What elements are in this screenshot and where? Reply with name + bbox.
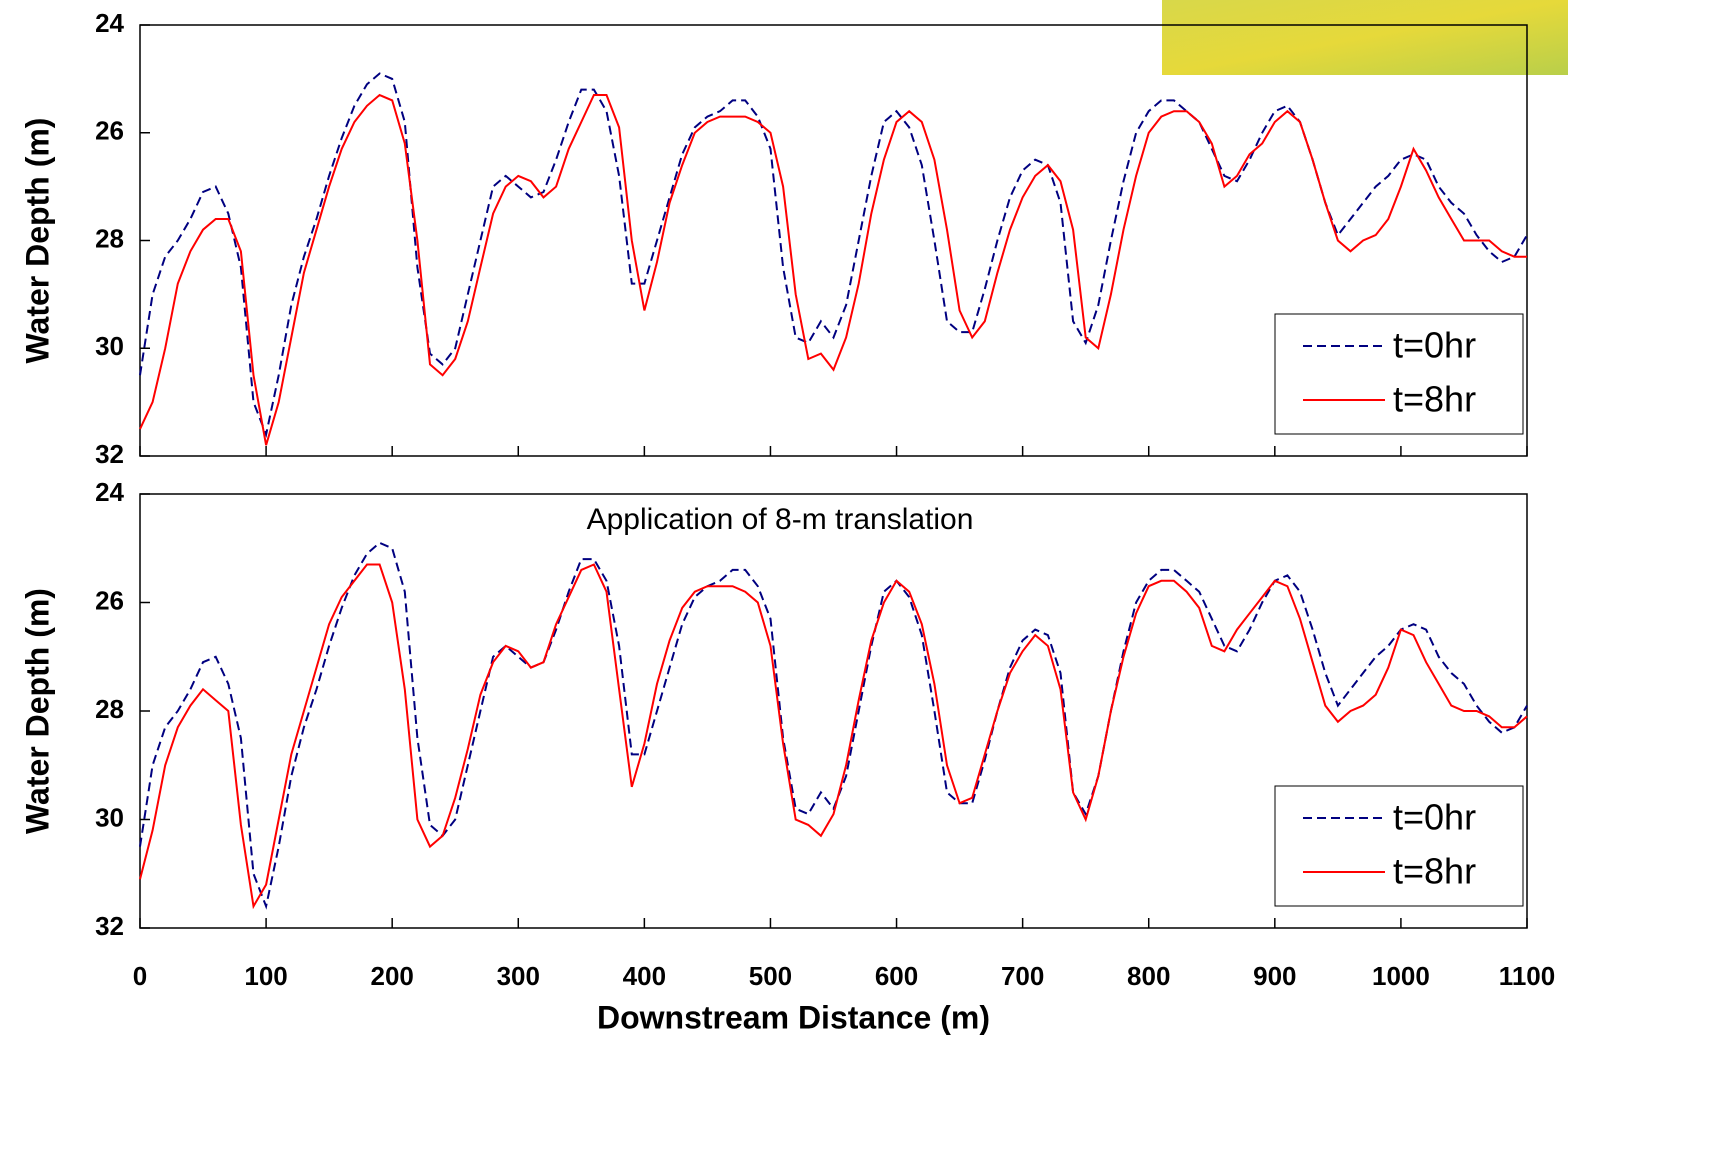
x-tick-label: 400 [623,961,666,991]
terrain-thumbnail [1162,0,1568,75]
legend-label: t=8hr [1393,851,1476,892]
x-tick-label: 300 [497,961,540,991]
y-tick-label: 26 [95,116,124,146]
x-tick-label: 500 [749,961,792,991]
line-series [139,563,1528,910]
x-tick-label: 0 [133,961,147,991]
line-series [139,541,1528,910]
legend-label: t=8hr [1393,379,1476,420]
x-tick-label: 700 [1001,961,1044,991]
y-tick-label: 26 [95,585,124,615]
legend-label: t=0hr [1393,797,1476,838]
x-tick-label: 1000 [1372,961,1430,991]
legend-box [1274,785,1524,907]
x-tick-label: 100 [244,961,287,991]
x-tick-label: 800 [1127,961,1170,991]
annotation: Application of 8-m translation [587,503,974,536]
y-tick-label: 24 [95,8,124,38]
y-tick-label: 24 [95,477,124,507]
y-tick-label: 32 [95,439,124,469]
line-series [139,93,1527,446]
y-tick-label: 28 [95,223,124,253]
y-tick-label: 28 [95,694,124,724]
x-tick-label: 900 [1253,961,1296,991]
x-axis-title: Downstream Distance (m) [597,999,990,1035]
legend-box [1274,313,1524,435]
y-axis-title: Water Depth (m) [19,118,55,364]
legend-label: t=0hr [1393,325,1476,366]
y-tick-label: 30 [95,802,124,832]
y-tick-label: 32 [95,911,124,941]
y-axis-title: Water Depth (m) [19,588,55,834]
x-tick-label: 200 [370,961,413,991]
x-tick-label: 1100 [1499,961,1555,991]
y-tick-label: 30 [95,331,124,361]
x-tick-label: 600 [875,961,918,991]
line-series [139,72,1528,438]
